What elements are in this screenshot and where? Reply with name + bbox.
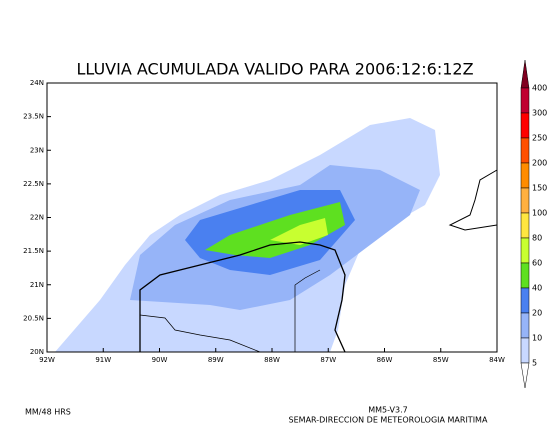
colorbar-label: 20 xyxy=(532,309,542,318)
coastlines xyxy=(139,169,498,353)
footer-agency: SEMAR-DIRECCION DE METEOROLOGIA MARITIMA xyxy=(289,416,488,425)
lon-label: 84W xyxy=(489,356,505,364)
colorbar-label: 250 xyxy=(532,134,547,143)
colorbar-label: 10 xyxy=(532,334,542,343)
colorbar-label: 40 xyxy=(532,284,542,293)
lat-label: 23.5N xyxy=(23,113,44,121)
colorbar-segment xyxy=(520,162,530,189)
colorbar-segment xyxy=(520,87,530,114)
lat-label: 22.5N xyxy=(23,180,44,188)
lon-label: 86W xyxy=(377,356,393,364)
colorbar-top xyxy=(520,59,530,89)
lon-label: 91W xyxy=(95,356,111,364)
state-border xyxy=(139,314,261,353)
title: LLUVIA ACUMULADA VALIDO PARA 2006:12:6:1… xyxy=(76,60,473,79)
lon-label: 92W xyxy=(39,356,55,364)
contour-60 xyxy=(270,218,328,245)
colorbar-label: 80 xyxy=(532,234,542,243)
colorbar-label: 5 xyxy=(532,359,537,368)
lon-label: 85W xyxy=(433,356,449,364)
colorbar-bottom xyxy=(520,362,530,389)
colorbar-segment xyxy=(520,337,530,364)
yucatan-coast xyxy=(139,241,346,353)
colorbar-segment xyxy=(520,187,530,214)
lat-label: 20N xyxy=(30,348,44,356)
colorbar-label: 300 xyxy=(532,109,547,118)
footer-units: MM/48 HRS xyxy=(25,408,71,417)
state-border xyxy=(294,269,321,352)
colorbar-label: 100 xyxy=(532,209,547,218)
footer-model: MM5-V3.7 xyxy=(368,406,408,415)
colorbar-label: 200 xyxy=(532,159,547,168)
lat-label: 21N xyxy=(30,281,44,289)
lon-label: 89W xyxy=(208,356,224,364)
colorbar-segment xyxy=(520,112,530,139)
lat-label: 22N xyxy=(30,214,44,222)
colorbar-segment xyxy=(520,237,530,264)
lon-label: 88W xyxy=(264,356,280,364)
lat-label: 21.5N xyxy=(23,247,44,255)
colorbar-label: 60 xyxy=(532,259,542,268)
colorbar-label: 400 xyxy=(532,84,547,93)
colorbar-segment xyxy=(520,212,530,239)
lon-label: 90W xyxy=(152,356,168,364)
lat-label: 23N xyxy=(30,146,44,154)
colorbar-label: 150 xyxy=(532,184,547,193)
colorbar-segment xyxy=(520,312,530,339)
rain-contours xyxy=(55,118,440,352)
lat-label: 24N xyxy=(30,79,44,87)
lon-label: 87W xyxy=(320,356,336,364)
colorbar-segment xyxy=(520,262,530,289)
cuba-coast xyxy=(448,169,498,231)
colorbar-segment xyxy=(520,137,530,164)
lat-label: 20.5N xyxy=(23,314,44,322)
colorbar-segment xyxy=(520,287,530,314)
